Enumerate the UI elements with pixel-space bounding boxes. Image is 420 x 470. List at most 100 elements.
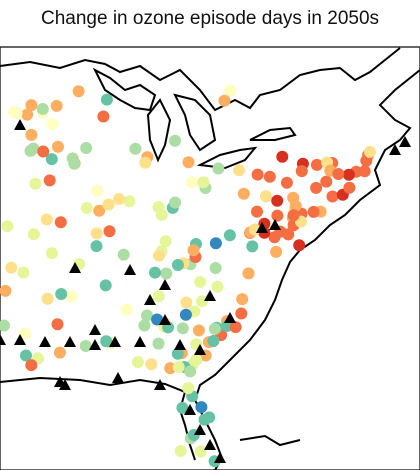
station-dot xyxy=(68,157,81,170)
station-dot xyxy=(17,266,30,279)
station-dot xyxy=(20,349,32,362)
gulf-coast xyxy=(0,376,196,461)
station-dot xyxy=(90,240,103,253)
station-triangle xyxy=(109,336,121,347)
station-dot xyxy=(270,245,283,258)
station-dot xyxy=(25,99,38,112)
station-triangle xyxy=(134,336,146,347)
station-dot xyxy=(182,156,195,169)
lake xyxy=(92,67,157,112)
station-dot xyxy=(174,445,187,457)
station-dot xyxy=(184,365,197,378)
station-triangle xyxy=(112,372,124,383)
station-dot xyxy=(176,322,189,335)
station-dot xyxy=(5,261,18,274)
station-dot xyxy=(229,321,242,334)
station-dot xyxy=(152,337,165,350)
station-dot xyxy=(152,201,165,213)
station-dot xyxy=(169,196,182,209)
station-dot xyxy=(209,262,222,274)
station-dot xyxy=(263,170,276,183)
station-dot xyxy=(209,237,222,250)
station-triangle xyxy=(224,312,236,323)
station-dot xyxy=(123,195,136,208)
station-dot xyxy=(52,140,64,153)
station-dot xyxy=(171,347,184,360)
station-dot xyxy=(276,150,289,163)
station-dot xyxy=(138,319,151,332)
station-triangle xyxy=(389,144,401,155)
station-triangle xyxy=(204,439,216,450)
station-dot xyxy=(196,295,208,308)
station-dot xyxy=(151,313,164,326)
station-triangle xyxy=(14,119,26,130)
station-dot xyxy=(21,108,34,121)
station-dot xyxy=(242,267,255,280)
station-dot xyxy=(117,248,130,261)
station-dot xyxy=(211,280,224,293)
station-dot xyxy=(160,267,173,280)
station-dot xyxy=(97,110,110,123)
island xyxy=(239,434,301,447)
station-dot xyxy=(45,247,58,260)
station-triangle xyxy=(14,334,26,345)
station-dot xyxy=(186,176,198,189)
station-dot xyxy=(90,227,103,240)
station-dot xyxy=(295,165,308,178)
station-dot xyxy=(93,204,106,217)
station-dot xyxy=(27,228,40,241)
station-dot xyxy=(45,153,58,166)
station-dot xyxy=(36,103,49,115)
station-triangle xyxy=(159,279,171,290)
station-dot xyxy=(149,266,161,279)
station-triangle xyxy=(39,336,51,347)
station-dot xyxy=(120,303,133,316)
station-dot xyxy=(260,190,272,203)
station-dot xyxy=(289,199,302,212)
station-triangle xyxy=(89,339,101,350)
station-dot xyxy=(207,335,220,347)
station-dot xyxy=(171,259,184,271)
lake xyxy=(249,126,297,141)
station-dot xyxy=(182,382,195,395)
station-dot xyxy=(280,176,293,189)
lake xyxy=(173,93,217,152)
station-dot xyxy=(310,158,323,171)
station-dot xyxy=(79,340,92,352)
station-dot xyxy=(251,205,263,218)
station-triangle xyxy=(159,314,171,325)
station-dot xyxy=(153,249,165,262)
station-dot xyxy=(10,107,23,119)
station-dot xyxy=(43,174,56,187)
station-dot xyxy=(237,187,250,200)
station-dot xyxy=(310,181,323,194)
station-dot xyxy=(145,358,158,371)
station-dot xyxy=(18,327,31,340)
station-dot xyxy=(80,142,93,154)
station-triangle xyxy=(144,294,156,305)
station-dot xyxy=(100,335,113,348)
station-triangle xyxy=(256,222,268,233)
station-dot xyxy=(169,134,181,147)
station-dot xyxy=(194,275,207,288)
station-dot xyxy=(29,177,42,190)
station-dot xyxy=(41,292,54,305)
station-dot xyxy=(332,168,345,180)
station-dot xyxy=(187,244,200,257)
station-dot xyxy=(50,99,63,112)
station-dot xyxy=(99,279,112,292)
station-dot xyxy=(236,293,249,306)
station-triangle xyxy=(124,264,136,275)
station-dot xyxy=(129,142,142,155)
station-dot xyxy=(1,220,14,233)
station-dot xyxy=(24,144,37,157)
station-dot xyxy=(224,84,237,97)
station-dot xyxy=(223,229,236,242)
station-dot xyxy=(72,85,85,98)
station-dot xyxy=(342,168,355,181)
station-dot xyxy=(271,194,284,207)
station-dot xyxy=(102,198,115,211)
station-dot xyxy=(51,318,64,331)
